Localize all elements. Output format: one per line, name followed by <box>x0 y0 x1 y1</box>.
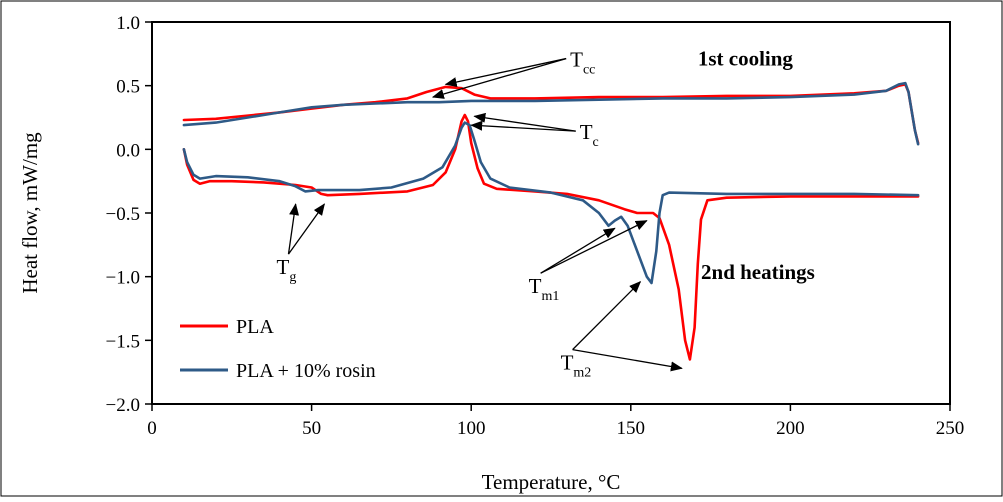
legend: PLA PLA + 10% rosin <box>180 316 376 382</box>
series-line-pla-rosin-cooling <box>182 81 920 146</box>
y-tick-label: −1.0 <box>106 268 140 289</box>
legend-label: PLA + 10% rosin <box>236 360 376 382</box>
annotation-arrow <box>470 120 576 132</box>
series-layer <box>182 81 920 361</box>
annotation-arrow <box>287 203 300 255</box>
x-axis-title: Temperature, °C <box>482 470 621 494</box>
y-tick-label: −1.5 <box>106 331 140 352</box>
region-label: 1st cooling <box>698 46 794 70</box>
annotation-label: Tm2 <box>561 351 592 381</box>
annotation-tcc: Tcc <box>431 48 595 99</box>
x-tick-label: 0 <box>147 418 157 439</box>
plot-area-frame <box>151 21 951 405</box>
x-tick-label: 100 <box>457 418 486 439</box>
annotation-label: Tcc <box>570 48 595 78</box>
legend-label: PLA <box>236 316 274 338</box>
y-tick-label: 1.0 <box>116 13 140 34</box>
y-axis-title: Heat flow, mW/mg <box>18 132 42 294</box>
annotation-arrow <box>540 227 616 274</box>
region-label-layer: 1st cooling 2nd heatings <box>698 46 815 284</box>
y-tick-label: 0.5 <box>116 77 140 98</box>
annotation-label: Tm1 <box>529 274 560 304</box>
annotation-tg: Tg <box>276 203 325 285</box>
annotation-arrow <box>572 348 683 372</box>
tick-layer: 0 50 100 150 200 250 1.0 0.5 0.0 −0.5 −1.0 −1.5 −2.0 <box>106 13 965 439</box>
annotation-arrow <box>444 57 567 87</box>
annotation-tm1: Tm1 <box>529 220 648 304</box>
x-tick-label: 50 <box>302 418 321 439</box>
annotation-tm2: Tm2 <box>561 281 683 381</box>
x-tick-label: 200 <box>776 418 805 439</box>
annotation-tc: Tc <box>470 112 599 150</box>
annotation-arrow <box>572 281 642 351</box>
annotation-label: Tc <box>580 120 599 150</box>
y-tick-label: −0.5 <box>106 204 140 225</box>
series-line-pla-rosin-heating <box>182 121 920 285</box>
x-tick-label: 150 <box>617 418 646 439</box>
annotation-arrow <box>473 112 576 132</box>
annotation-arrow <box>287 203 325 255</box>
region-label: 2nd heatings <box>701 260 815 284</box>
y-tick-label: −2.0 <box>106 395 140 416</box>
annotation-arrow <box>431 57 567 99</box>
annotation-label: Tg <box>276 255 296 285</box>
x-tick-label: 250 <box>936 418 965 439</box>
annotation-layer: Tcc Tc Tg Tm1 Tm2 <box>276 48 683 381</box>
annotation-arrow <box>540 220 648 274</box>
y-tick-label: 0.0 <box>116 140 140 161</box>
